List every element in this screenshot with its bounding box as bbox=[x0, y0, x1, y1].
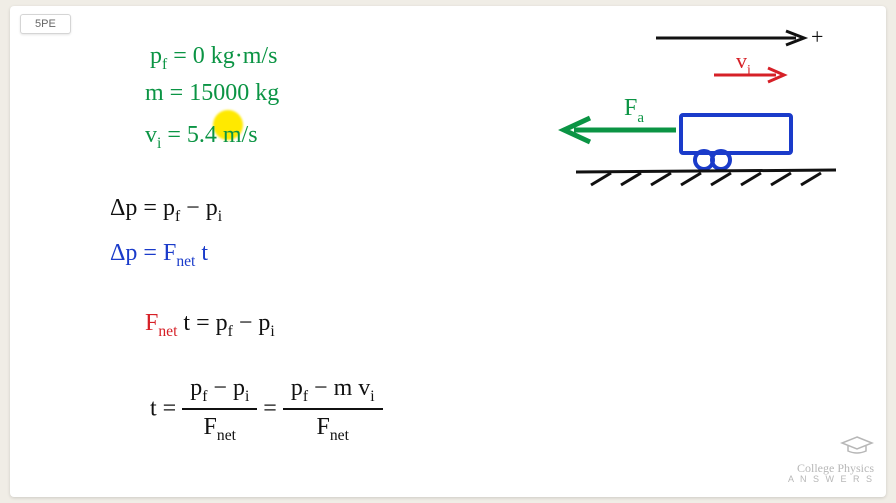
brand-logo: College Physics A N S W E R S bbox=[788, 435, 874, 485]
given-vi: vi = 5.4 m/s bbox=[145, 122, 258, 153]
eq-impulse: Δp = Fnet t bbox=[110, 240, 208, 271]
given-pf: pf = 0 kg·m/s bbox=[150, 43, 277, 74]
axis-plus: + bbox=[811, 24, 823, 49]
svg-text:Fa: Fa bbox=[624, 95, 644, 126]
problem-tag: 5PE bbox=[20, 14, 71, 34]
given-m: m = 15000 kg bbox=[145, 80, 279, 107]
eq-solve-t: t = pf − pi Fnet = pf − m vi Fnet bbox=[150, 375, 383, 445]
logo-line2: A N S W E R S bbox=[788, 475, 874, 485]
eq-delta-p-def: Δp = pf − pi bbox=[110, 195, 222, 226]
free-body-diagram: + vi Fa bbox=[516, 20, 856, 220]
graduation-cap-icon bbox=[788, 435, 874, 460]
eq-fnet-t: Fnet t = pf − pi bbox=[145, 310, 275, 341]
